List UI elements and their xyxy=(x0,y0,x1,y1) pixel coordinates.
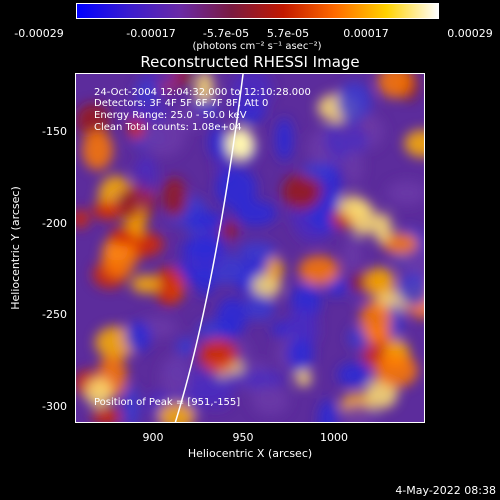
x-axis-label: Heliocentric X (arcsec) xyxy=(187,447,313,460)
image-blob xyxy=(76,209,90,229)
image-blob xyxy=(336,81,372,124)
image-blob xyxy=(266,257,284,282)
image-blob xyxy=(130,274,161,294)
image-blob xyxy=(373,212,392,244)
info-energy-range: Energy Range: 25.0 - 50.0 keV xyxy=(94,110,247,121)
image-blob xyxy=(397,272,424,307)
image-blob xyxy=(188,235,222,262)
image-blob xyxy=(350,200,376,236)
colorbar-tick-label: 5.7e-05 xyxy=(266,27,310,40)
image-blob xyxy=(374,353,418,388)
image-blob xyxy=(243,294,276,321)
info-clean-counts: Clean Total counts: 1.08e+04 xyxy=(94,122,242,133)
image-blob xyxy=(387,180,424,206)
image-blob xyxy=(116,187,142,220)
image-blob xyxy=(377,74,413,99)
x-tick-label: 950 xyxy=(232,431,254,444)
image-blob xyxy=(158,402,196,422)
image-blob xyxy=(216,297,247,338)
image-blob xyxy=(287,337,314,371)
image-blob xyxy=(142,74,178,86)
x-tick-label: 900 xyxy=(142,431,164,444)
image-blob xyxy=(127,101,170,123)
image-blob xyxy=(337,362,372,388)
colorbar-tick-label: -5.7e-05 xyxy=(202,27,250,40)
image-blob xyxy=(175,337,198,356)
image-blob xyxy=(101,235,137,279)
image-blob xyxy=(404,129,424,158)
image-blob xyxy=(237,241,277,262)
image-blob xyxy=(382,233,419,254)
image-blob xyxy=(339,404,378,422)
image-blob xyxy=(241,369,285,390)
image-blob xyxy=(198,338,238,373)
x-tick-label: 1000 xyxy=(320,431,348,444)
info-time-range: 24-Oct-2004 12:04:32.000 to 12:10:28.000 xyxy=(94,87,311,98)
y-tick-label: -200 xyxy=(42,217,67,230)
image-blob xyxy=(153,266,185,306)
image-blob xyxy=(142,116,186,157)
image-blob xyxy=(76,103,110,138)
image-blob xyxy=(175,104,204,130)
image-blob xyxy=(200,379,233,409)
colorbar-tick-label: -0.00017 xyxy=(126,27,176,40)
image-blob xyxy=(122,385,140,422)
image-blob xyxy=(85,377,113,408)
y-axis-label: Heliocentric Y (arcsec) xyxy=(9,186,22,310)
image-frame xyxy=(75,73,425,423)
image-blob xyxy=(344,148,363,185)
y-tick-label: -150 xyxy=(42,125,67,138)
image-blob xyxy=(295,369,312,387)
image-blob xyxy=(160,355,192,398)
image-blob xyxy=(364,325,392,345)
image-blob xyxy=(220,220,238,240)
colorbar-tick-label: -0.00029 xyxy=(14,27,64,40)
image-blob xyxy=(173,74,192,86)
image-blob xyxy=(301,162,331,180)
image-blob xyxy=(298,255,340,286)
image-blob xyxy=(187,211,228,229)
image-blob xyxy=(135,78,160,106)
info-detectors: Detectors: 3F 4F 5F 6F 7F 8F, Att 0 xyxy=(94,98,269,109)
image-blob xyxy=(208,125,228,160)
image-blob xyxy=(109,227,136,247)
image-blob xyxy=(134,155,158,193)
image-blob xyxy=(318,399,338,422)
info-peak-position: Position of Peak = [951,-155] xyxy=(94,397,241,408)
colorbar-tick-label: 0.00029 xyxy=(447,27,493,40)
y-tick-label: -300 xyxy=(42,400,67,413)
image-blob xyxy=(91,407,122,422)
solar-limb-line xyxy=(174,74,244,422)
y-tick-label: -250 xyxy=(42,308,67,321)
colorbar-tick-label: 0.00017 xyxy=(343,27,389,40)
image-blob xyxy=(282,173,322,210)
image-blob xyxy=(343,236,362,275)
plot-title: Reconstructed RHESSI Image xyxy=(140,53,360,71)
timestamp: 4-May-2022 08:38 xyxy=(395,484,496,497)
image-blob xyxy=(161,177,188,218)
image-blob xyxy=(82,130,113,171)
image-blob xyxy=(364,267,396,296)
image-blob xyxy=(196,262,215,297)
image-blob xyxy=(251,385,289,416)
image-blob xyxy=(215,167,258,210)
image-blob xyxy=(124,321,152,353)
image-blob xyxy=(275,117,293,161)
colorbar xyxy=(76,3,439,19)
colorbar-units: (photons cm⁻² s⁻¹ asec⁻²) xyxy=(192,41,322,52)
image-blob xyxy=(194,74,214,108)
image-blob xyxy=(385,303,404,339)
rhessi-image xyxy=(76,74,424,422)
image-blob xyxy=(91,200,122,220)
